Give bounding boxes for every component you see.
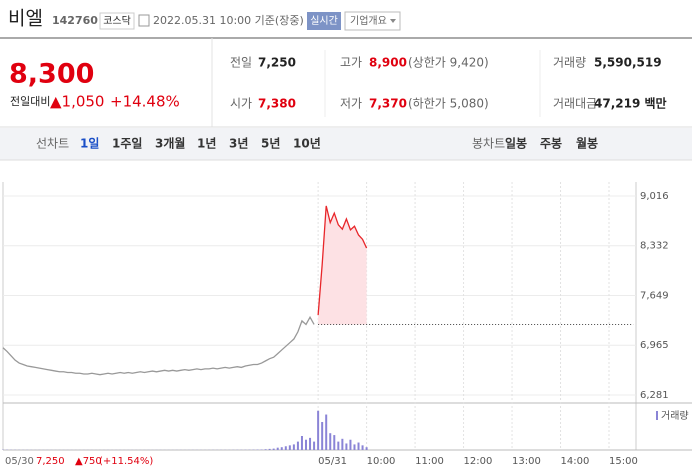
period-tab[interactable]: 3년	[229, 137, 248, 151]
stat-note: (상한가 9,420)	[408, 56, 489, 70]
stat-label: 고가	[340, 56, 362, 70]
candle-tab[interactable]: 주봉	[540, 137, 562, 151]
stat-label: 전일	[230, 56, 252, 70]
volume-bar	[309, 437, 312, 450]
dropdown-arrow	[390, 19, 396, 23]
stat-label: 거래량	[553, 56, 586, 70]
footnote-change-pct: (+11.54%)	[99, 456, 153, 467]
stat-label: 거래대금	[553, 97, 597, 111]
period-tab[interactable]: 1일	[80, 137, 99, 151]
y-tick-label: 8,332	[640, 241, 669, 252]
volume-bar	[305, 439, 307, 450]
volume-bar	[349, 439, 352, 450]
volume-bar	[280, 447, 283, 450]
x-tick-label: 05/31	[318, 456, 347, 467]
market: 코스닥	[103, 15, 131, 27]
volume-bar	[296, 441, 299, 450]
volume-bar	[317, 410, 320, 450]
volume-bar	[272, 448, 275, 450]
x-tick-label: 12:00	[464, 456, 493, 467]
period-tab[interactable]: 1년	[197, 137, 216, 151]
volume-bar	[292, 444, 295, 450]
current-price: 8,300	[9, 59, 94, 90]
stat-value: 7,370	[369, 97, 407, 111]
x-tick-label: 10:00	[367, 456, 396, 467]
volume-bar	[357, 442, 360, 450]
volume-bar	[333, 435, 336, 450]
company-label[interactable]: 기업개요	[350, 14, 387, 27]
price-line	[2, 315, 315, 376]
stock-name: 비엘	[8, 8, 43, 30]
footnote-date: 05/30	[5, 456, 34, 467]
stat-value: 8,900	[369, 56, 407, 70]
x-tick-label: 13:00	[512, 456, 541, 467]
period-tab[interactable]: 5년	[261, 137, 280, 151]
volume-bar	[341, 438, 344, 450]
y-tick-label: 6,965	[640, 340, 669, 351]
period-tab[interactable]: 3개월	[155, 136, 185, 151]
footnote-change: ▲750	[75, 456, 102, 467]
stat-value: 5,590,519	[594, 56, 662, 70]
y-tick-label: 6,281	[640, 390, 669, 401]
volume-bar	[361, 445, 364, 450]
x-tick-label: 11:00	[415, 456, 444, 467]
volume-bar	[321, 422, 324, 450]
volume-bar	[264, 449, 267, 450]
stats: 전일 7,250 고가 8,900 (상한가 9,420) 거래량 5,590,519 시가 7…	[230, 56, 667, 111]
stat-note: (하한가 5,080)	[408, 97, 489, 111]
company-button[interactable]	[344, 11, 401, 31]
period-tab[interactable]: 1주일	[112, 137, 142, 151]
volume-bar	[337, 441, 340, 450]
volume-bar	[268, 448, 271, 450]
stat-value: 7,250	[258, 56, 296, 70]
volume-bar	[353, 444, 356, 450]
volume-bar	[288, 445, 291, 450]
volume-bar	[365, 447, 368, 450]
x-tick-label: 15:00	[609, 456, 638, 467]
realtime-button[interactable]	[307, 12, 341, 30]
chart: 9,016 8,332 7,649 6,965 6,281 05/31 10:00 11:00…	[2, 182, 689, 467]
volume-bar	[325, 414, 328, 450]
change: ▲1,050	[50, 93, 104, 111]
candle-tab[interactable]: 월봉	[576, 136, 598, 151]
stat-label: 시가	[230, 97, 252, 111]
tab-bar	[0, 128, 692, 160]
volume-bar	[284, 446, 287, 450]
market-badge	[99, 12, 135, 30]
calendar-icon	[138, 14, 150, 27]
change-label: 전일대비	[10, 94, 50, 108]
change-pct: +14.48%	[110, 93, 180, 111]
timestamp: 2022.05.31 10:00 기준(장중)	[153, 14, 304, 27]
volume-bar	[329, 433, 332, 450]
legend-label: 거래량	[661, 410, 689, 422]
volume-bar	[276, 447, 279, 450]
period-tab[interactable]: 10년	[293, 137, 321, 151]
stat-value: 7,380	[258, 97, 296, 111]
line-chart-label: 선차트	[36, 137, 69, 151]
stat-label: 저가	[340, 97, 362, 111]
y-tick-label: 9,016	[640, 191, 669, 202]
tabs: 1일 1주일 3개월 1년 3년 5년 10년 일봉 주봉 월봉	[80, 136, 598, 151]
candle-chart-label: 봉차트	[472, 137, 505, 151]
candle-tab[interactable]: 일봉	[505, 137, 527, 151]
volume-bar	[313, 441, 316, 450]
y-tick-label: 7,649	[640, 290, 669, 301]
price-line	[317, 205, 368, 316]
volume-bar	[300, 436, 303, 450]
stat-value: 47,219 백만	[594, 96, 667, 111]
realtime-label[interactable]: 실시간	[310, 15, 338, 27]
x-tick-label: 14:00	[561, 456, 590, 467]
area-fill	[318, 205, 367, 325]
volume-bar	[345, 443, 348, 450]
footnote-price: 7,250	[36, 456, 65, 467]
stock-code: 142760	[52, 14, 98, 27]
legend-swatch	[656, 411, 658, 420]
